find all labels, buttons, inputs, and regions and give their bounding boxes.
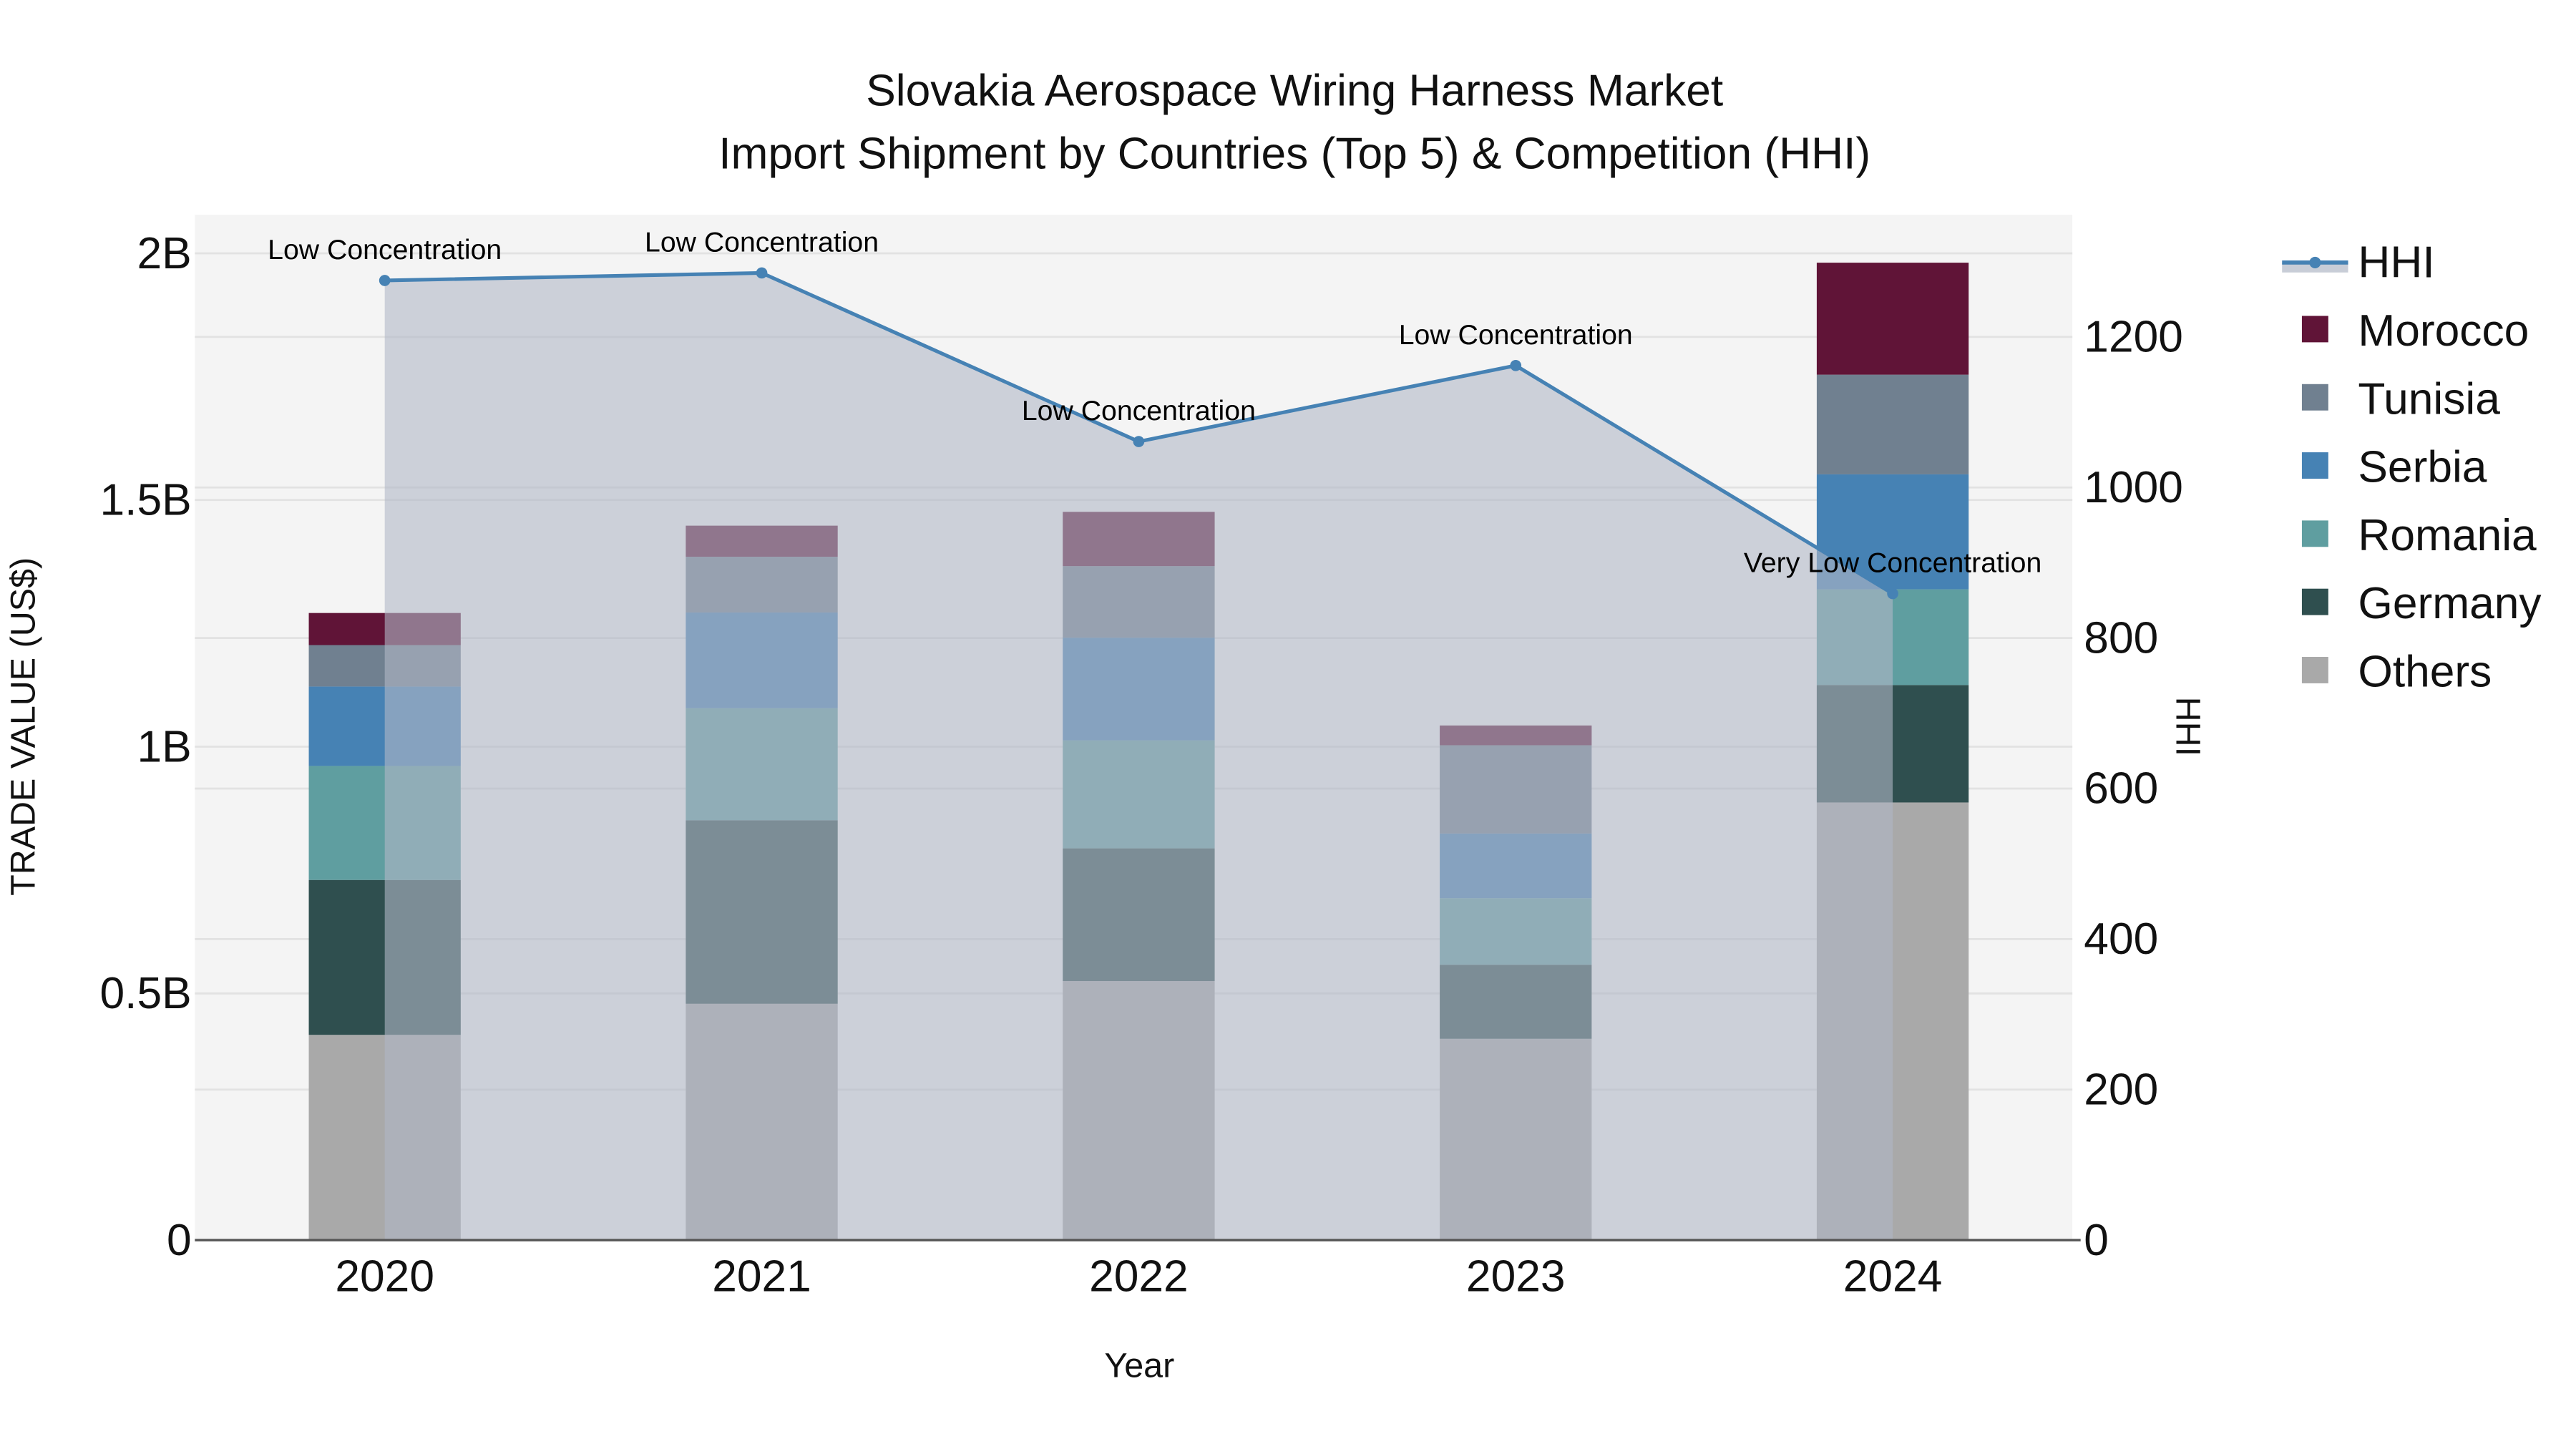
y-tick-label: 2B [137, 229, 191, 278]
y-tick-label: 1.5B [100, 476, 192, 525]
y2-tick-label: 1000 [2084, 463, 2183, 512]
hhi-annotation: Low Concentration [1399, 319, 1633, 351]
legend-marker-icon [2309, 256, 2321, 268]
hhi-area [384, 273, 1893, 1241]
legend-swatch-icon [2301, 657, 2328, 683]
y2-tick-label: 1200 [2084, 313, 2183, 362]
hhi-line [379, 267, 1898, 600]
y-tick-label: 0.5B [100, 969, 192, 1018]
legend-item-serbia[interactable]: Serbia [2301, 443, 2487, 492]
legend-item-germany[interactable]: Germany [2301, 579, 2542, 628]
x-tick-label: 2020 [335, 1252, 434, 1302]
x-tick-label: 2024 [1843, 1252, 1943, 1302]
y-tick-label: 0 [167, 1216, 192, 1265]
y2-axis-ticks: 0 200 400 600 800 1000 1200 [2084, 313, 2183, 1265]
hhi-annotation: Low Concentration [1022, 395, 1256, 426]
y2-tick-label: 800 [2084, 613, 2158, 663]
legend-label: Serbia [2358, 443, 2487, 492]
hhi-annotation: Low Concentration [645, 226, 879, 258]
hhi-annotation: Very Low Concentration [1744, 547, 2041, 579]
hhi-marker [1887, 587, 1898, 600]
x-tick-label: 2021 [712, 1252, 811, 1302]
x-axis-ticks: 2020 2021 2022 2023 2024 [335, 1252, 1942, 1302]
hhi-area-fill [384, 273, 1893, 1241]
hhi-annotation: Low Concentration [268, 234, 502, 265]
y2-tick-label: 600 [2084, 764, 2158, 814]
legend-swatch-icon [2301, 384, 2328, 411]
legend-item-tunisia[interactable]: Tunisia [2301, 374, 2500, 424]
legend-label: Germany [2358, 579, 2542, 628]
legend-label: Morocco [2358, 306, 2529, 356]
hhi-annotations: Low Concentration Low Concentration Low Co… [268, 226, 2041, 578]
y2-tick-label: 400 [2084, 914, 2158, 964]
hhi-marker [756, 267, 768, 279]
bar-segment-morocco [1816, 263, 1969, 375]
legend-swatch-icon [2301, 588, 2328, 615]
y-axis-title: TRADE VALUE (US$) [4, 557, 42, 896]
legend-item-morocco[interactable]: Morocco [2301, 306, 2529, 356]
x-tick-label: 2023 [1466, 1252, 1566, 1302]
hhi-marker [1133, 436, 1145, 447]
bar-segment-tunisia [1816, 374, 1969, 474]
y-axis-ticks: 0 0.5B 1B 1.5B 2B [100, 229, 192, 1265]
legend-label: Romania [2358, 511, 2537, 560]
y2-tick-label: 200 [2084, 1065, 2158, 1114]
x-axis-title: Year [1104, 1347, 1174, 1385]
chart-subtitle: Import Shipment by Countries (Top 5) & C… [718, 129, 1870, 178]
y2-axis-title: HHI [2169, 697, 2207, 756]
legend-swatch-icon [2301, 452, 2328, 479]
hhi-marker [1510, 359, 1522, 371]
legend-item-others[interactable]: Others [2301, 648, 2492, 697]
legend: HHI Morocco Tunisia Serbia Romania Germany Oth… [2282, 238, 2542, 697]
y-tick-label: 1B [137, 722, 191, 771]
legend-item-hhi[interactable]: HHI [2282, 238, 2435, 288]
legend-swatch-icon [2301, 316, 2328, 343]
y2-tick-label: 0 [2084, 1216, 2109, 1265]
chart-title: Slovakia Aerospace Wiring Harness Market [866, 67, 1723, 116]
legend-label: Others [2358, 648, 2492, 697]
legend-item-romania[interactable]: Romania [2301, 511, 2537, 560]
hhi-marker [379, 275, 391, 286]
legend-swatch-icon [2301, 520, 2328, 547]
x-tick-label: 2022 [1089, 1252, 1189, 1302]
legend-label: HHI [2358, 238, 2434, 288]
legend-label: Tunisia [2358, 374, 2500, 424]
